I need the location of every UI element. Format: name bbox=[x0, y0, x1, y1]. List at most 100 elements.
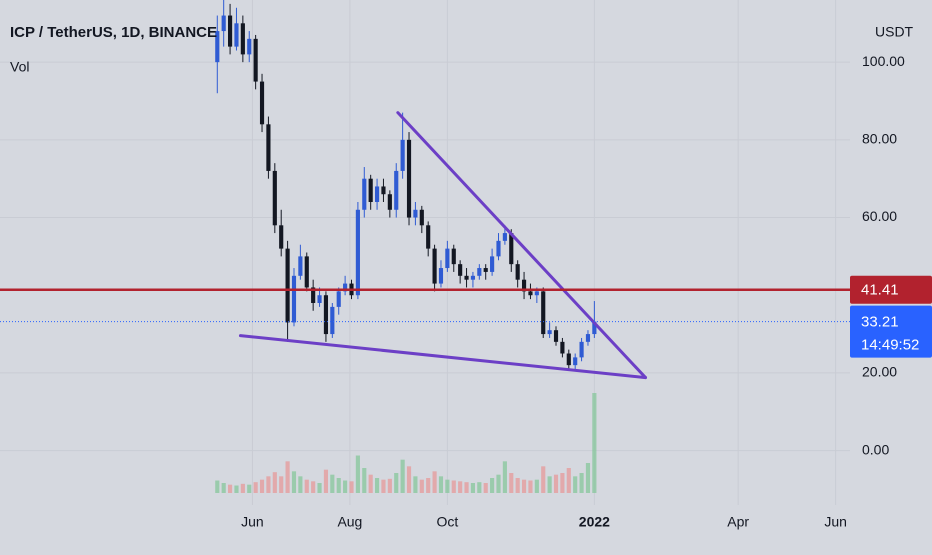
volume-bar bbox=[413, 476, 418, 493]
volume-bar bbox=[579, 473, 584, 493]
volume-bar bbox=[298, 476, 303, 493]
volume-bar bbox=[406, 466, 412, 493]
volume-bar bbox=[534, 479, 539, 493]
trendline bbox=[238, 334, 647, 380]
y-tick-label: 80.00 bbox=[862, 131, 897, 147]
grid bbox=[0, 0, 850, 505]
y-tick-label: 60.00 bbox=[862, 208, 897, 224]
candle-body bbox=[406, 139, 412, 218]
y-tick-label: 0.00 bbox=[862, 441, 889, 457]
candle-body bbox=[579, 341, 584, 358]
candle-body bbox=[553, 330, 559, 342]
candle-body bbox=[343, 283, 348, 292]
volume-bar bbox=[374, 478, 380, 493]
volume-bar bbox=[304, 479, 309, 493]
candle-body bbox=[464, 275, 469, 280]
x-tick-label: Aug bbox=[337, 514, 362, 530]
axes: 0.00 20.00 60.00 80.00 100.00 Jun Aug Oct 2022 Ap… bbox=[241, 53, 932, 530]
volume-bar bbox=[515, 478, 520, 493]
volume-bar bbox=[234, 485, 239, 493]
volume-bar bbox=[547, 476, 552, 493]
y-tick-label: 20.00 bbox=[862, 364, 897, 380]
candle-body bbox=[534, 291, 539, 296]
candle-body bbox=[362, 178, 367, 210]
candle-body bbox=[259, 81, 265, 125]
candle-body bbox=[387, 194, 392, 210]
volume-bar bbox=[400, 459, 405, 493]
volume-bar bbox=[521, 479, 527, 493]
candle-body bbox=[336, 291, 341, 307]
candle-body bbox=[490, 256, 495, 272]
candle-body bbox=[304, 256, 309, 288]
volume-bar bbox=[215, 480, 220, 493]
last-price-label: 33.21 bbox=[861, 314, 899, 331]
volume-bar bbox=[394, 473, 399, 493]
candle-body bbox=[240, 23, 245, 55]
candle-body bbox=[227, 15, 233, 47]
candle-body bbox=[298, 256, 303, 276]
candle-body bbox=[368, 178, 373, 202]
candle-body bbox=[451, 248, 456, 265]
volume-bar bbox=[585, 463, 591, 493]
price-label-box bbox=[850, 275, 932, 304]
candle-body bbox=[592, 321, 597, 335]
x-tick-label: Jun bbox=[241, 514, 264, 530]
candle-body bbox=[445, 248, 450, 269]
candle-body bbox=[381, 186, 386, 195]
volume-bar bbox=[311, 481, 316, 493]
candle-body bbox=[221, 15, 226, 32]
trendline bbox=[396, 111, 647, 380]
x-tick-label: 2022 bbox=[579, 514, 610, 530]
candle-body bbox=[330, 306, 335, 335]
candle-body bbox=[541, 291, 546, 335]
candle-body bbox=[272, 170, 277, 226]
candle-body bbox=[266, 124, 271, 171]
volume-bar bbox=[573, 476, 578, 493]
volume-bar bbox=[336, 478, 341, 493]
y-axis-label: USDT bbox=[875, 24, 914, 40]
volume-bar bbox=[279, 476, 284, 493]
volume-bar bbox=[381, 479, 386, 493]
volume-bar bbox=[560, 473, 565, 493]
volume-bar bbox=[355, 455, 360, 493]
volume-bar bbox=[240, 483, 245, 493]
volume-bar bbox=[349, 481, 354, 493]
candle-body bbox=[502, 233, 507, 241]
candle-body bbox=[413, 209, 418, 218]
volume-bar bbox=[272, 472, 277, 493]
volume-bar bbox=[592, 393, 597, 493]
candle-body bbox=[317, 295, 322, 303]
volume-bar bbox=[221, 483, 226, 493]
volume-bar bbox=[445, 479, 450, 493]
last-price-box bbox=[850, 305, 932, 358]
candle-body bbox=[521, 279, 527, 292]
candle-body bbox=[483, 268, 488, 272]
volume-bar bbox=[451, 480, 456, 493]
volume-bar bbox=[323, 469, 329, 493]
volume-bar bbox=[362, 468, 367, 493]
candle-body bbox=[547, 330, 552, 335]
candle-body bbox=[560, 341, 565, 354]
candle-body bbox=[426, 225, 431, 249]
chart-title: ICP / TetherUS, 1D, BINANCE bbox=[10, 24, 217, 41]
candle-body bbox=[279, 225, 284, 249]
candle-body bbox=[253, 38, 258, 82]
drawings bbox=[0, 111, 850, 380]
volume-bar bbox=[509, 473, 514, 493]
volume-bar bbox=[266, 476, 271, 493]
candle-body bbox=[432, 248, 437, 284]
volume-pane bbox=[215, 393, 597, 493]
candle-body bbox=[585, 334, 591, 342]
volume-bar bbox=[343, 480, 348, 493]
candle-body bbox=[458, 264, 463, 276]
candle-body bbox=[509, 233, 514, 265]
candle-body bbox=[323, 295, 329, 335]
candle-body bbox=[400, 139, 405, 171]
candle-body bbox=[566, 353, 571, 366]
countdown-label: 14:49:52 bbox=[861, 337, 919, 354]
candle-body bbox=[291, 275, 297, 323]
volume-bar bbox=[477, 482, 482, 493]
volume-bar bbox=[253, 482, 258, 493]
